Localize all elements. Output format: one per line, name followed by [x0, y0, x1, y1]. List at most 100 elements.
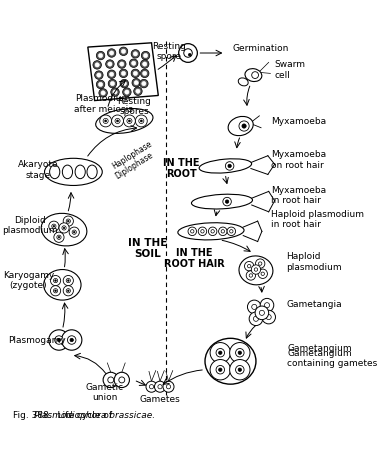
- Text: Gametangium
containing gametes: Gametangium containing gametes: [287, 349, 378, 369]
- Circle shape: [221, 230, 224, 233]
- Text: Germination: Germination: [232, 44, 288, 53]
- Circle shape: [114, 372, 130, 388]
- Circle shape: [69, 227, 79, 237]
- Text: Gametangium: Gametangium: [287, 344, 352, 353]
- Circle shape: [112, 115, 123, 127]
- Text: Haplophase: Haplophase: [110, 139, 154, 171]
- Circle shape: [96, 80, 105, 89]
- Circle shape: [198, 227, 207, 236]
- Circle shape: [67, 220, 69, 222]
- Circle shape: [61, 330, 82, 350]
- Circle shape: [108, 79, 117, 88]
- Circle shape: [53, 278, 58, 283]
- Circle shape: [118, 60, 126, 68]
- Circle shape: [58, 237, 60, 238]
- Circle shape: [135, 115, 147, 127]
- Ellipse shape: [199, 159, 251, 173]
- Circle shape: [246, 271, 256, 280]
- Circle shape: [55, 336, 63, 344]
- Circle shape: [63, 216, 74, 226]
- Text: Resting
spore: Resting spore: [152, 41, 186, 61]
- Text: Haploid plasmodium
in root hair: Haploid plasmodium in root hair: [271, 210, 364, 229]
- Ellipse shape: [41, 213, 87, 246]
- Circle shape: [70, 339, 74, 342]
- Circle shape: [59, 223, 69, 233]
- Circle shape: [123, 115, 135, 127]
- Text: Gametic
union: Gametic union: [86, 383, 124, 402]
- Circle shape: [127, 118, 132, 123]
- Circle shape: [117, 120, 118, 122]
- Circle shape: [227, 227, 235, 236]
- Circle shape: [115, 118, 120, 123]
- Circle shape: [230, 359, 250, 380]
- Circle shape: [93, 61, 101, 69]
- Circle shape: [262, 310, 275, 324]
- Circle shape: [101, 91, 105, 95]
- Circle shape: [235, 349, 244, 357]
- Circle shape: [219, 227, 227, 236]
- Circle shape: [53, 225, 55, 227]
- Circle shape: [108, 62, 112, 66]
- Ellipse shape: [44, 269, 81, 300]
- Circle shape: [67, 336, 76, 344]
- Circle shape: [120, 79, 128, 88]
- Circle shape: [74, 231, 75, 233]
- Circle shape: [139, 118, 144, 123]
- Ellipse shape: [62, 165, 72, 179]
- Circle shape: [99, 89, 107, 97]
- Circle shape: [50, 286, 61, 296]
- Circle shape: [163, 381, 174, 392]
- Text: Plasmogamy: Plasmogamy: [8, 335, 66, 344]
- Text: IN THE
ROOT HAIR: IN THE ROOT HAIR: [163, 248, 224, 269]
- Circle shape: [66, 288, 70, 293]
- Circle shape: [119, 377, 125, 383]
- Text: Swarm
cell: Swarm cell: [275, 61, 306, 80]
- Circle shape: [228, 164, 231, 167]
- Circle shape: [254, 268, 258, 271]
- Circle shape: [131, 69, 139, 78]
- Circle shape: [179, 44, 197, 62]
- Circle shape: [142, 71, 147, 76]
- Circle shape: [50, 275, 61, 286]
- Circle shape: [136, 89, 140, 93]
- Circle shape: [97, 73, 101, 77]
- Ellipse shape: [45, 158, 102, 186]
- Circle shape: [54, 232, 64, 243]
- Circle shape: [67, 290, 69, 292]
- Circle shape: [190, 230, 194, 233]
- Circle shape: [66, 219, 70, 223]
- Circle shape: [223, 197, 231, 206]
- Circle shape: [107, 49, 116, 57]
- Circle shape: [141, 51, 150, 60]
- Polygon shape: [88, 43, 158, 101]
- Text: Plasmodiophora brassicae.: Plasmodiophora brassicae.: [34, 411, 155, 420]
- Circle shape: [108, 377, 114, 383]
- Circle shape: [131, 50, 139, 58]
- Circle shape: [259, 310, 264, 315]
- Circle shape: [216, 365, 224, 374]
- Circle shape: [252, 304, 257, 309]
- Circle shape: [208, 227, 217, 236]
- Circle shape: [132, 78, 141, 87]
- Text: IN THE
SOIL: IN THE SOIL: [128, 238, 167, 259]
- Circle shape: [130, 59, 138, 67]
- Circle shape: [261, 272, 264, 275]
- Circle shape: [239, 121, 249, 131]
- Circle shape: [67, 280, 69, 282]
- Circle shape: [166, 384, 171, 389]
- Circle shape: [111, 88, 119, 96]
- Circle shape: [154, 381, 165, 392]
- Circle shape: [242, 124, 246, 128]
- Circle shape: [158, 384, 162, 389]
- Circle shape: [109, 51, 114, 55]
- Text: Plasmodium
after meiosis: Plasmodium after meiosis: [74, 94, 133, 114]
- Text: Haploid
plasmodium: Haploid plasmodium: [287, 252, 342, 272]
- Circle shape: [110, 81, 115, 86]
- Circle shape: [226, 200, 229, 203]
- Circle shape: [266, 314, 271, 319]
- Text: IN THE
ROOT: IN THE ROOT: [163, 158, 200, 179]
- Circle shape: [103, 372, 118, 388]
- Ellipse shape: [178, 223, 244, 240]
- Circle shape: [95, 63, 99, 67]
- Circle shape: [249, 312, 263, 326]
